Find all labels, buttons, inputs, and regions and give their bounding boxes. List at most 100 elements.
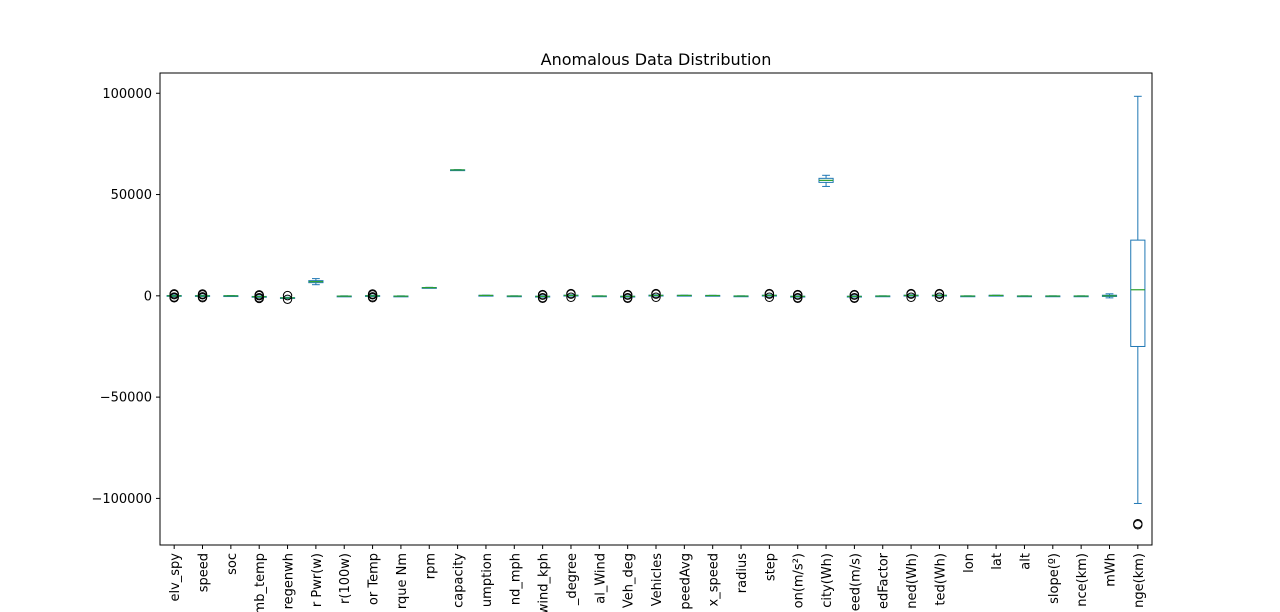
box-1 (194, 289, 211, 303)
x-tick-label: Veh_deg (622, 553, 637, 608)
box-14 (563, 288, 579, 302)
outlier-point (566, 292, 576, 302)
outlier-point (849, 292, 860, 303)
x-tick-label: speed (197, 553, 212, 592)
box-18 (676, 294, 692, 297)
outlier-point (367, 289, 378, 299)
box-29 (988, 294, 1004, 297)
outlier-point (934, 292, 945, 302)
x-tick-label: eed(m/s) (848, 553, 863, 611)
box-4 (279, 290, 296, 304)
outlier-point (537, 292, 548, 303)
box-body (1130, 239, 1146, 347)
x-tick-label: peedAvg (678, 553, 693, 610)
chart-marks (166, 95, 1146, 530)
y-tick-label: 100000 (102, 87, 152, 102)
box-13 (535, 289, 551, 303)
outlier-point (254, 290, 264, 300)
y-axis: −100000 −50000 0 50000 100000 (91, 87, 160, 507)
outlier-point (566, 288, 576, 299)
box-23 (818, 174, 834, 187)
box-9 (421, 286, 437, 289)
y-tick-label: −50000 (100, 391, 152, 406)
outlier-point (651, 288, 661, 299)
x-tick-label: lat (990, 553, 1005, 570)
outlier-point (934, 288, 945, 299)
outlier-point (282, 290, 293, 301)
x-tick-label: umption (480, 553, 495, 607)
outlier-point (849, 289, 860, 300)
box-28 (960, 295, 976, 298)
x-tick-label: rpm (423, 553, 438, 579)
box-33 (1101, 293, 1118, 299)
x-tick-label: Vehicles (650, 553, 665, 606)
x-tick-label: x_speed (707, 553, 722, 606)
box-20 (733, 295, 749, 298)
x-tick-label: elv_spy (168, 553, 183, 602)
box-22 (790, 289, 806, 303)
outlier-point (169, 289, 179, 299)
x-tick-label: nd_mph (508, 553, 523, 605)
x-tick-label: city(Wh) (820, 553, 835, 608)
y-tick-label: 50000 (111, 188, 152, 203)
outlier-point (197, 289, 208, 299)
x-tick-label: edFactor (877, 552, 892, 609)
outlier-point (537, 289, 548, 300)
x-tick-label: r Pwr(w) (310, 553, 325, 607)
box-21 (761, 288, 777, 302)
x-tick-label: radius (735, 553, 750, 593)
outlier-point (906, 292, 916, 302)
y-tick-label: 0 (144, 289, 152, 304)
box-7 (364, 289, 381, 303)
box-5 (308, 278, 324, 286)
box-0 (166, 289, 182, 303)
box-16 (620, 289, 636, 303)
x-tick-label: rque Nm (395, 553, 410, 609)
box-3 (251, 290, 267, 304)
outlier-point (764, 292, 775, 302)
box-17 (648, 288, 664, 302)
x-tick-label: ted(Wh) (933, 553, 948, 606)
box-2 (223, 295, 239, 298)
box-32 (1073, 295, 1089, 298)
outlier-point (622, 289, 633, 300)
x-tick-label: or Temp (367, 553, 382, 605)
box-19 (705, 294, 721, 297)
x-tick-label: wind_kph (537, 553, 552, 612)
outlier-point (651, 292, 661, 302)
box-34 (1130, 95, 1146, 530)
box-12 (506, 295, 522, 298)
x-tick-label: soc (225, 553, 240, 575)
outlier-point (622, 292, 633, 303)
x-tick-label: al_Wind (593, 553, 608, 604)
outlier-point (764, 288, 775, 299)
box-27 (931, 288, 948, 302)
chart-title: Anomalous Data Distribution (541, 50, 772, 69)
x-tick-label: mWh (1103, 553, 1118, 587)
x-tick-label: capacity (452, 553, 467, 608)
outlier-point (282, 294, 293, 304)
box-30 (1016, 295, 1033, 298)
box-11 (478, 294, 494, 297)
x-tick-label: lon (962, 553, 977, 573)
x-tick-label: nce(km) (1075, 553, 1090, 607)
outlier-point (793, 292, 803, 303)
x-tick-label: slope(º) (1047, 553, 1062, 604)
y-tick-label: −100000 (91, 492, 152, 507)
x-tick-label: _degree (565, 553, 580, 606)
x-tick-label: r(100w) (338, 553, 353, 604)
box-8 (393, 295, 409, 298)
box-31 (1045, 295, 1061, 298)
x-tick-label: alt (1018, 553, 1033, 570)
box-6 (336, 295, 352, 298)
x-tick-label: nge(km) (1132, 553, 1147, 608)
x-tick-label: on(m/s²) (792, 553, 807, 608)
box-25 (875, 295, 891, 298)
x-axis: elv_spy speed soc amb_temp regenwh r Pwr(w) r(… (168, 545, 1147, 612)
x-tick-label: ned(Wh) (905, 553, 920, 609)
box-15 (591, 295, 607, 298)
plot-frame (159, 72, 1153, 546)
x-tick-label: step (763, 553, 778, 581)
outlier-point (793, 289, 803, 300)
